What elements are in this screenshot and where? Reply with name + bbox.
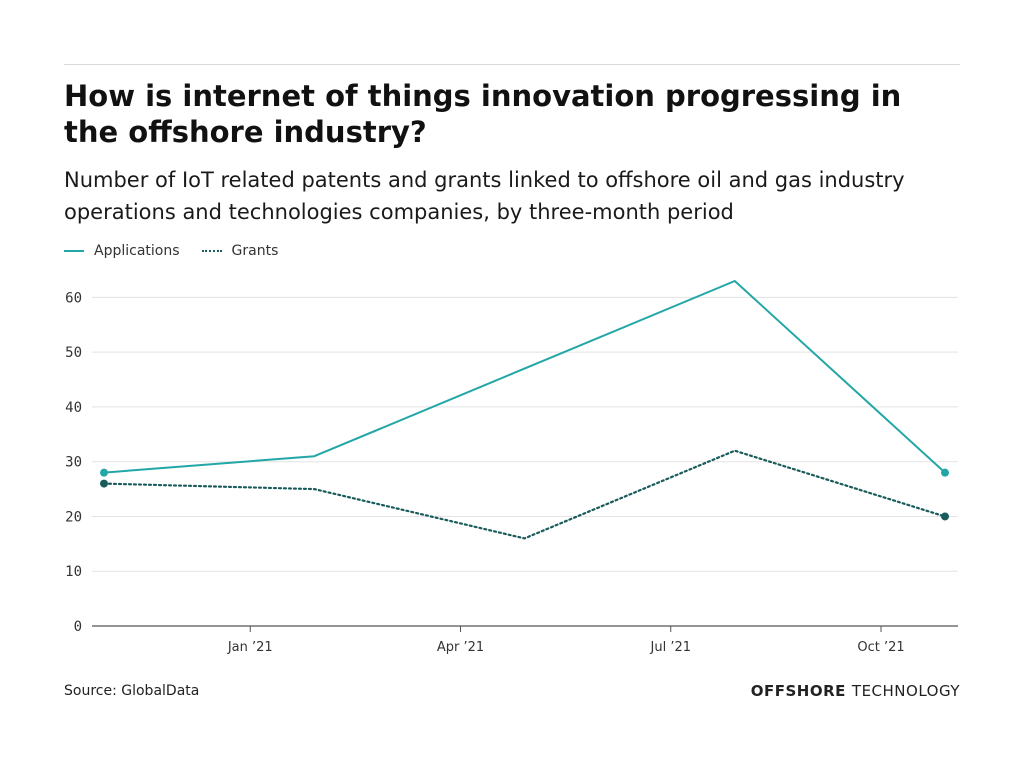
point-applications-0 [100,468,108,477]
x-tick-label-2: Jul ’21 [650,640,692,655]
brand-light: TECHNOLOGY [851,682,960,700]
series-line-applications [103,280,946,474]
x-tick-label-3: Oct ’21 [857,640,904,655]
x-tick-label-1: Apr ’21 [437,640,484,655]
series-line-grants [102,449,947,540]
legend: Applications Grants [64,241,278,261]
chart-title: How is internet of things innovation pro… [64,79,902,149]
y-tick-label-30: 30 [65,455,82,471]
top-rule [64,64,960,65]
legend-item-grants: Grants [201,243,279,259]
y-tick-label-60: 60 [65,290,82,306]
chart-subtitle: Number of IoT related patents and grants… [64,168,905,224]
y-tick-label-10: 10 [65,564,82,580]
x-tick-label-0: Jan ’21 [227,640,273,655]
legend-label-applications: Applications [94,243,180,259]
y-tick-label-0: 0 [74,619,82,635]
y-tick-label-40: 40 [65,400,82,416]
y-tick-label-20: 20 [65,509,82,525]
source-note: Source: GlobalData [64,683,200,699]
legend-label-grants: Grants [231,243,279,259]
y-tick-label-50: 50 [65,345,82,361]
point-grants-4 [941,512,949,521]
brand-logo: OFFSHORE TECHNOLOGY [751,682,960,700]
legend-swatch-grants [201,250,222,252]
brand-strong: OFFSHORE [750,682,846,700]
point-grants-0 [100,479,108,488]
legend-swatch-applications [64,250,84,252]
legend-item-applications: Applications [64,243,180,259]
point-applications-4 [941,468,949,477]
